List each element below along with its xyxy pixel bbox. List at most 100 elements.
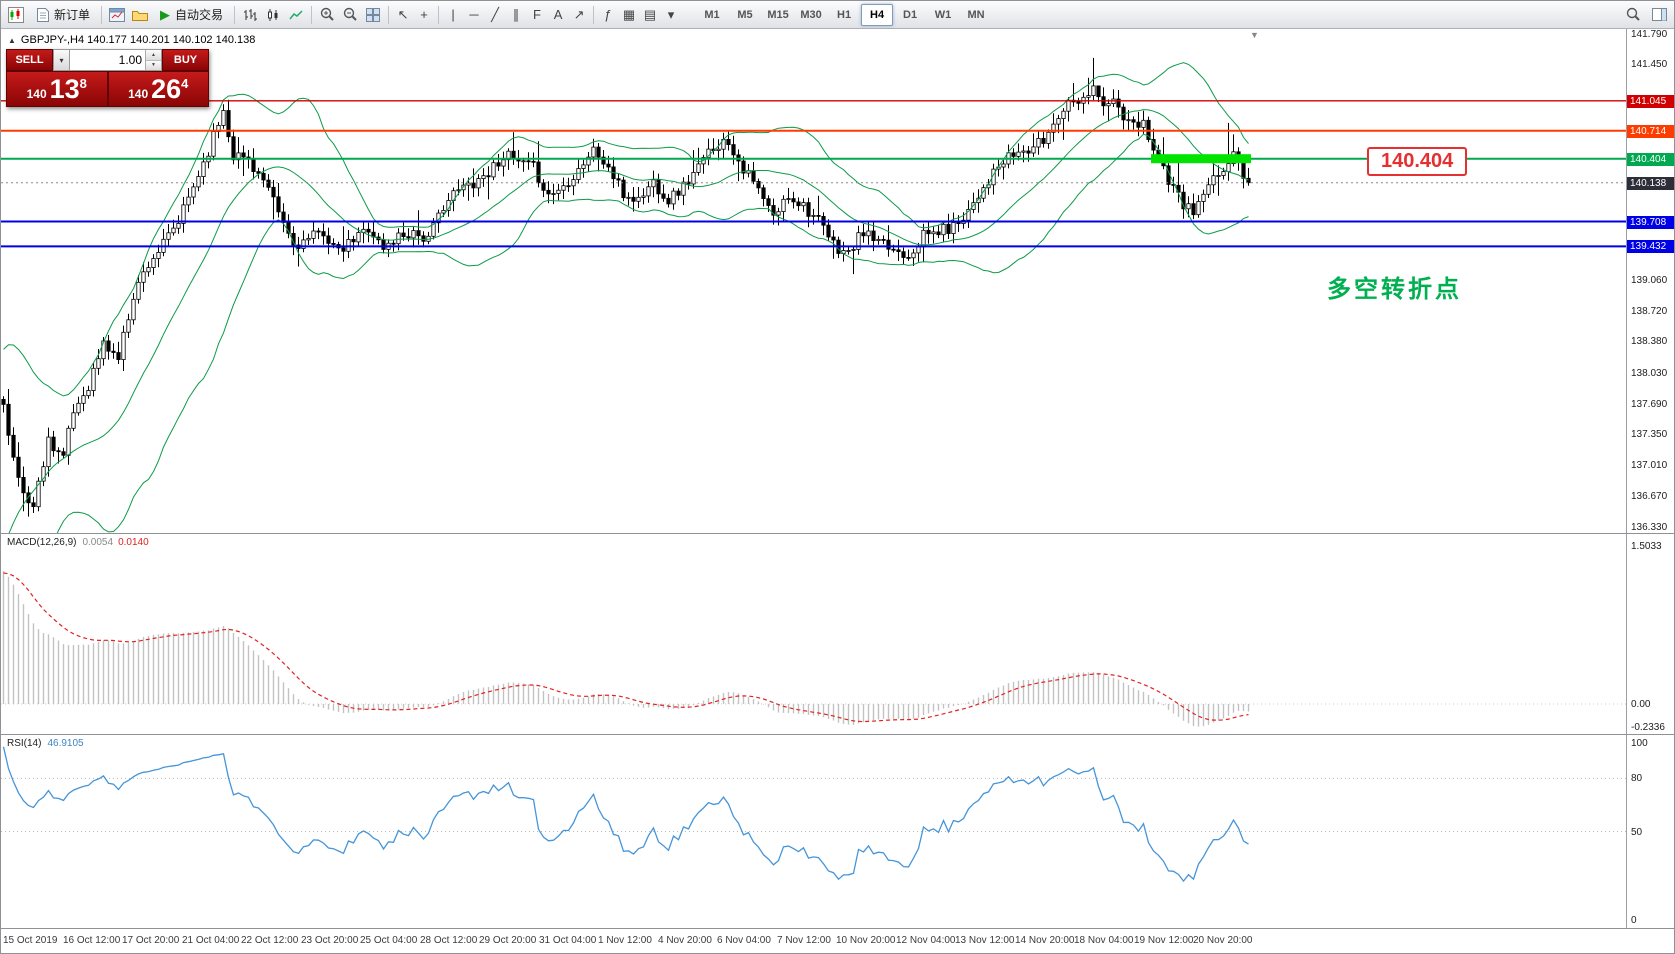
time-axis-label: 18 Nov 04:00 (1074, 935, 1134, 946)
cursor-icon[interactable]: ↖ (397, 6, 409, 22)
buy-price-big: 26 (151, 74, 182, 104)
lot-spinner-up-icon[interactable]: ▲ (146, 50, 161, 61)
zoom-out-icon[interactable] (339, 4, 361, 26)
tf-m15-button[interactable]: M15 (767, 8, 789, 21)
hline-price-badge: 139.432 (1627, 240, 1674, 253)
tf-m5-button[interactable]: M5 (737, 8, 753, 21)
hline-price-badge: 140.404 (1627, 153, 1674, 166)
price-chart-svg (1, 57, 1627, 533)
autotrade-label: 自动交易 (175, 8, 224, 22)
autotrade-play-icon: ▶ (160, 6, 171, 22)
time-axis-label: 29 Oct 20:00 (479, 935, 537, 946)
rsi-tick-label: 50 (1631, 827, 1643, 838)
lot-spinner-down-icon[interactable]: ▼ (146, 60, 161, 70)
time-axis[interactable]: 15 Oct 2019 16 Oct 12:00 17 Oct 20:00 21 Oc… (1, 928, 1674, 953)
price-plot[interactable] (1, 29, 1627, 533)
time-axis-label: 20 Nov 20:00 (1193, 935, 1253, 946)
text-tool-icon[interactable]: A (553, 7, 563, 22)
tf-d1-button[interactable]: D1 (903, 8, 918, 21)
chart-shift-marker-icon[interactable]: ▼ (1250, 30, 1259, 40)
lot-size-field: 1.00 ▲ ▼ (70, 49, 162, 71)
time-axis-label: 1 Nov 12:00 (598, 935, 652, 946)
sell-price-sup: 8 (79, 75, 87, 91)
rsi-scale[interactable]: 100 80 50 0 (1626, 735, 1674, 928)
sell-button[interactable]: SELL (6, 49, 53, 71)
price-tick-label: 136.330 (1631, 522, 1668, 533)
dropdown-icon[interactable]: ▾ (667, 6, 675, 22)
candlestick-icon[interactable] (262, 4, 284, 26)
tile-windows-icon[interactable] (362, 4, 384, 26)
one-click-trade-panel: SELL ▾ 1.00 ▲ ▼ BUY 140 13 8 (6, 49, 209, 107)
sell-price-button[interactable]: 140 13 8 (6, 71, 108, 107)
price-tick-label: 138.030 (1631, 368, 1668, 379)
time-axis-label: 23 Oct 20:00 (301, 935, 359, 946)
price-scale[interactable]: 141.790 141.450 139.060 138.720 138.380 138.0… (1626, 29, 1674, 533)
macd-panel: 1.5033 0.00 -0.2336 MACD(12,26,9) 0.0054 0.0… (1, 533, 1674, 734)
buy-price-sup: 4 (181, 75, 189, 91)
indicators-icon[interactable]: ƒ (604, 7, 612, 22)
toolbar-separator (388, 5, 390, 24)
horizontal-line-icon[interactable]: ─ (469, 7, 479, 22)
tf-h4-button[interactable]: H4 (861, 3, 894, 26)
vertical-line-icon[interactable]: | (451, 7, 455, 22)
channel-icon[interactable]: ∥ (512, 6, 520, 22)
time-axis-label: 10 Nov 20:00 (836, 935, 896, 946)
tf-m30-button[interactable]: M30 (800, 8, 822, 21)
macd-title-text: MACD(12,26,9) (7, 537, 77, 548)
lot-spinner: ▲ ▼ (145, 50, 161, 70)
time-axis-label: 25 Oct 04:00 (360, 935, 418, 946)
lot-size-input[interactable]: 1.00 (118, 53, 142, 67)
fibonacci-icon[interactable]: F (533, 7, 541, 22)
toolbar: 新订单 ▶ 自动交易 ↖ (1, 1, 1674, 29)
zoom-in-icon[interactable] (316, 4, 338, 26)
pivot-annotation[interactable]: 多空转折点 (1327, 276, 1462, 303)
toolbar-separator (101, 5, 103, 24)
toolbar-separator (234, 5, 236, 24)
price-tick-label: 138.380 (1631, 336, 1668, 347)
chart-window-icon[interactable] (106, 4, 128, 26)
tf-m1-button[interactable]: M1 (704, 8, 720, 21)
trendline-icon[interactable]: ╱ (491, 6, 499, 22)
autotrade-button[interactable]: ▶ 自动交易 (152, 3, 230, 27)
macd-tick-label: -0.2336 (1631, 722, 1665, 733)
toolbar-separator (593, 5, 595, 24)
current-price-badge: 140.138 (1627, 177, 1674, 190)
arrow-tool-icon[interactable]: ↗ (573, 6, 585, 22)
symbol-marker-icon: ▲ (8, 35, 16, 45)
price-tick-label: 138.720 (1631, 306, 1668, 317)
new-order-button[interactable]: 新订单 (28, 3, 97, 27)
rsi-title: RSI(14) 46.9105 (7, 738, 84, 749)
price-callout[interactable]: 140.404 (1367, 147, 1468, 176)
macd-plot[interactable] (1, 534, 1627, 734)
time-axis-label: 16 Oct 12:00 (63, 935, 121, 946)
grid-icon[interactable]: ▤ (643, 6, 657, 22)
price-tick-label: 137.690 (1631, 399, 1668, 410)
rsi-tick-label: 100 (1631, 738, 1648, 749)
rsi-tick-label: 0 (1631, 915, 1637, 926)
time-axis-label: 15 Oct 2019 (3, 935, 58, 946)
profiles-icon[interactable] (129, 4, 151, 26)
macd-scale[interactable]: 1.5033 0.00 -0.2336 (1626, 534, 1674, 734)
bar-chart-icon[interactable] (239, 4, 261, 26)
template-icon[interactable]: ▦ (622, 6, 636, 22)
macd-signal-value: 0.0140 (118, 537, 149, 548)
crosshair-icon[interactable]: + (420, 7, 428, 22)
search-icon[interactable] (1622, 4, 1644, 26)
tf-mn-button[interactable]: MN (967, 8, 985, 21)
tf-h1-button[interactable]: H1 (837, 8, 852, 21)
time-axis-label: 19 Nov 12:00 (1134, 935, 1194, 946)
toolbar-separator (438, 5, 440, 24)
buy-button[interactable]: BUY (162, 49, 209, 71)
layout-panel-icon[interactable] (1648, 4, 1670, 26)
new-order-label: 新订单 (54, 8, 91, 22)
tf-w1-button[interactable]: W1 (934, 8, 952, 21)
macd-title: MACD(12,26,9) 0.0054 0.0140 (7, 537, 149, 548)
buy-price-button[interactable]: 140 26 4 (107, 71, 209, 107)
rsi-plot[interactable] (1, 735, 1627, 928)
symbol-ohlc-text: GBPJPY-,H4 140.177 140.201 140.102 140.1… (20, 34, 256, 46)
macd-tick-label: 1.5033 (1631, 541, 1662, 552)
symbol-info: ▲ GBPJPY-,H4 140.177 140.201 140.102 140… (8, 34, 255, 46)
new-order-icon (35, 4, 50, 26)
line-chart-icon[interactable] (285, 4, 307, 26)
lot-preset-dropdown[interactable]: ▾ (53, 49, 70, 71)
